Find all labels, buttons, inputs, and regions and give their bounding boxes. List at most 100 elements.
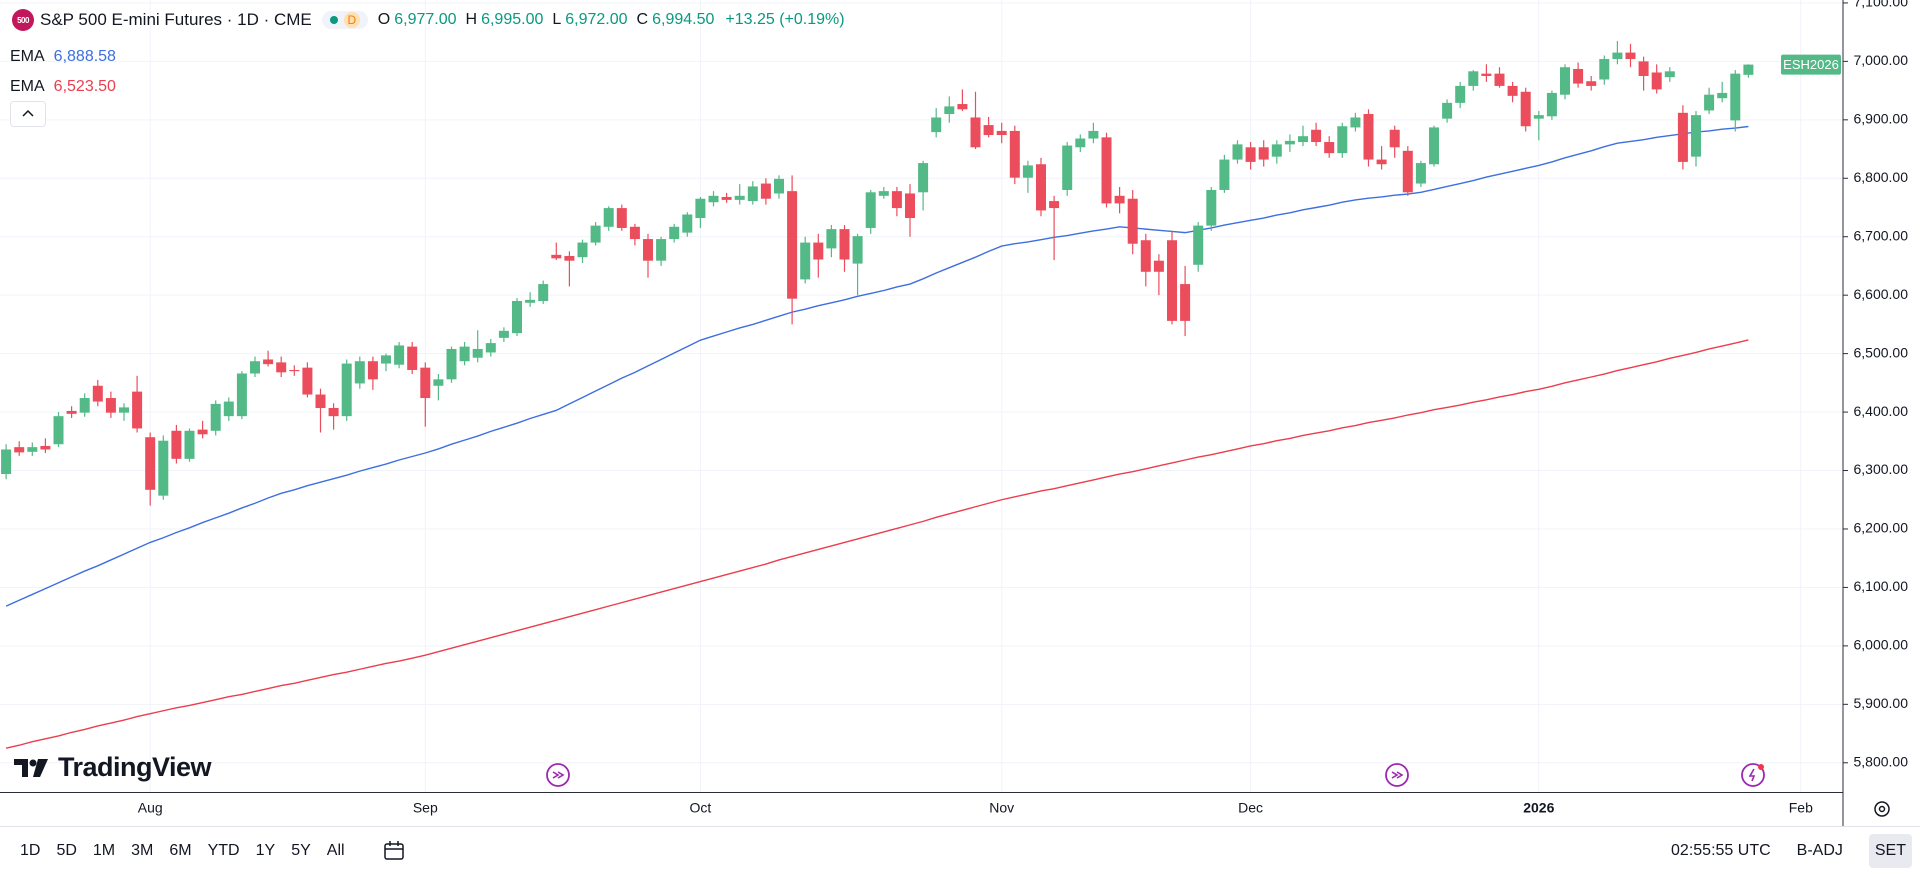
candle-body — [1625, 52, 1636, 60]
candle-body — [132, 391, 143, 429]
event-arrow[interactable] — [552, 771, 565, 779]
candle-body — [1, 449, 12, 475]
y-tick-label: 7,000.00 — [1854, 52, 1909, 68]
ohlc-value: 6,995.00 — [481, 11, 544, 28]
candle-body — [1153, 260, 1164, 272]
y-tick-label: 6,900.00 — [1854, 111, 1909, 127]
candle-body — [564, 256, 575, 261]
clock[interactable]: 02:55:55 UTC — [1671, 841, 1771, 859]
candle-body — [1415, 163, 1426, 184]
candle-body — [1022, 165, 1033, 178]
range-button[interactable]: All — [326, 841, 345, 859]
candle-body — [498, 330, 509, 338]
candle-body — [787, 191, 798, 299]
candle-body — [1599, 59, 1610, 80]
candle-body — [839, 229, 850, 260]
symbol-title[interactable]: S&P 500 E-mini Futures · 1D · CME — [40, 10, 312, 29]
x-tick-label: Dec — [1238, 800, 1263, 816]
candle-body — [996, 130, 1007, 136]
candle-body — [367, 361, 378, 380]
settings-gear-center[interactable] — [1878, 805, 1886, 813]
x-tick-label: Feb — [1789, 800, 1813, 816]
event-dot — [1758, 764, 1764, 770]
candle-body — [381, 355, 391, 364]
range-buttons: 1D 5D 1M 3M 6M YTD 1Y 5Y All — [12, 838, 353, 864]
range-button[interactable]: 1D — [20, 841, 41, 859]
y-tick-label: 7,100.00 — [1854, 0, 1909, 10]
candle-body — [590, 225, 601, 243]
delay-badge: D — [343, 12, 360, 28]
candle-body — [695, 198, 706, 219]
ohlc-label: C — [636, 11, 649, 28]
range-button[interactable]: 5D — [56, 841, 77, 859]
event-icons — [546, 763, 1765, 787]
candle-body — [813, 242, 824, 260]
plot-area — [1, 40, 1754, 749]
y-tick-label: 6,000.00 — [1854, 637, 1909, 653]
candle-body — [14, 447, 25, 453]
candle-body — [472, 348, 483, 358]
event-icon[interactable] — [1385, 763, 1409, 787]
candle-body — [341, 363, 352, 417]
candle-body — [669, 226, 680, 240]
candle-body — [1573, 68, 1584, 84]
candle-body — [1193, 225, 1204, 265]
candle-body — [643, 239, 653, 261]
candle-body — [826, 229, 837, 249]
candle-body — [1507, 85, 1518, 96]
candle-body — [53, 416, 64, 445]
indicator-name: EMA — [10, 78, 45, 95]
event-circle[interactable] — [1741, 763, 1765, 787]
candle-body — [1743, 64, 1754, 75]
candle-body — [944, 106, 955, 114]
ema-line — [5, 125, 1749, 607]
symbol-tag-bg — [1781, 54, 1841, 75]
candle-body — [420, 367, 431, 399]
range-button[interactable]: 3M — [131, 841, 154, 859]
candle-body — [970, 117, 981, 148]
x-tick-label: Nov — [989, 800, 1014, 816]
calendar-icon[interactable] — [383, 842, 404, 860]
event-icon[interactable] — [546, 763, 570, 787]
candle-body — [1429, 127, 1439, 165]
candle-body — [983, 125, 994, 136]
bottom-toolbar: 1D 5D 1M 3M 6M YTD 1Y 5Y All 02:55:55 UTC B-ADJ … — [0, 827, 1920, 874]
candle-body — [79, 398, 90, 413]
event-arrow[interactable] — [1391, 771, 1404, 779]
collapse-button[interactable] — [10, 101, 46, 127]
settings-icon[interactable] — [1874, 801, 1890, 817]
candle-body — [1284, 140, 1295, 145]
adjustment-toggle[interactable]: B-ADJ — [1796, 841, 1843, 859]
candle-body — [1494, 73, 1505, 86]
candle-body — [747, 186, 758, 202]
x-tick-label: 2026 — [1523, 800, 1554, 816]
session-toggle[interactable]: SET — [1868, 833, 1912, 868]
range-button[interactable]: 1M — [92, 841, 116, 859]
candle-body — [92, 385, 103, 402]
y-tick-label: 6,200.00 — [1854, 520, 1909, 536]
y-tick-label: 6,100.00 — [1854, 578, 1909, 594]
branding: TradingView — [14, 752, 212, 783]
range-button[interactable]: 6M — [169, 841, 192, 859]
candle-body — [1206, 189, 1217, 226]
range-button[interactable]: YTD — [207, 841, 240, 859]
candle-body — [184, 430, 195, 459]
candle-body — [905, 193, 915, 219]
event-bolt[interactable] — [1748, 768, 1756, 782]
candle-body — [1101, 137, 1112, 204]
candle-body — [1363, 113, 1374, 160]
event-icon[interactable] — [1741, 763, 1765, 787]
candle-body — [1114, 195, 1125, 204]
candle-body — [1533, 115, 1544, 119]
status-chip[interactable]: D — [321, 11, 368, 29]
candle-body — [1127, 198, 1138, 244]
range-button[interactable]: 5Y — [291, 841, 311, 859]
candle-body — [446, 348, 457, 380]
indicator-name: EMA — [10, 48, 45, 65]
y-tick-label: 6,600.00 — [1854, 286, 1909, 302]
candle-body — [1389, 129, 1400, 148]
settings-gear[interactable] — [1874, 801, 1890, 817]
range-button[interactable]: 1Y — [255, 841, 276, 859]
indicator-value: 6,888.58 — [53, 48, 116, 65]
date-range-button[interactable] — [383, 840, 407, 862]
